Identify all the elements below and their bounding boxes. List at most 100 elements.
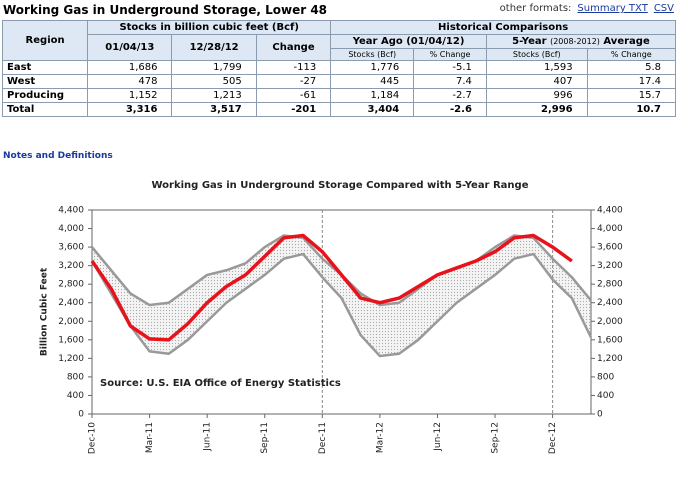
value-cell: 1,152 [87,88,173,103]
storage-table: Region Stocks in billion cubic feet (Bcf… [1,20,677,117]
value-cell: -5.1 [413,60,487,75]
value-cell: 17.4 [586,74,677,89]
sub-header: % Change [586,48,677,61]
table-row: East 1,686 1,799 -113 1,776 -5.1 1,593 5.8 [1,60,677,75]
notes-link[interactable]: Notes and Definitions [3,151,113,161]
y-tick-label: 4,000 [58,224,84,234]
y-axis-label: Billion Cubic Feet [40,267,50,356]
col-header: 12/28/12 [171,34,257,61]
y-tick-label: 800 [67,372,84,382]
y-tick-label: 2,000 [58,317,84,327]
value-cell: 1,799 [171,60,257,75]
x-tick-label: Jun-11 [203,422,213,452]
sub-header: Stocks (Bcf) [330,48,415,61]
y2-tick-label: 2,000 [597,317,623,327]
y-tick-label: 4,400 [58,206,84,216]
text: (2008-2012) [550,37,600,46]
value-cell: -2.6 [413,102,487,117]
x-tick-label: Dec-10 [88,422,98,454]
col-header: Change [255,34,332,61]
y2-tick-label: 0 [597,410,603,420]
region-cell: West [1,74,89,89]
y2-tick-label: 2,800 [597,280,623,290]
formats-label: other formats: [499,3,572,14]
table-row: Total 3,316 3,517 -201 3,404 -2.6 2,996 10.7 [1,102,677,117]
y2-tick-label: 800 [597,372,614,382]
value-cell: -201 [255,102,332,117]
x-tick-label: Sep-12 [491,422,501,454]
value-cell: 996 [485,88,588,103]
plot-frame [91,209,592,415]
value-cell: 1,213 [171,88,257,103]
x-tick-label: Mar-12 [375,422,385,453]
region-cell: Producing [1,88,89,103]
y-tick-label: 2,400 [58,298,84,308]
value-cell: -113 [255,60,332,75]
value-cell: -27 [255,74,332,89]
y2-tick-label: 4,400 [597,206,623,216]
text: 5-Year [512,36,547,47]
y2-tick-label: 400 [597,391,614,401]
value-cell: 10.7 [586,102,677,117]
source-note: Source: U.S. EIA Office of Energy Statis… [100,378,341,389]
value-cell: -2.7 [413,88,487,103]
value-cell: 478 [87,74,173,89]
value-cell: 407 [485,74,588,89]
other-formats: other formats: Summary TXT CSV [500,3,674,14]
region-cell: Total [1,102,89,117]
x-tick-label: Jun-12 [433,422,443,452]
value-cell: 3,404 [330,102,415,117]
table-row: West 478 505 -27 445 7.4 407 17.4 [1,74,677,89]
table-row: Producing 1,152 1,213 -61 1,184 -2.7 996 15.7 [1,88,677,103]
value-cell: 1,686 [87,60,173,75]
y-tick-label: 400 [67,391,84,401]
value-cell: 2,996 [485,102,588,117]
value-cell: 445 [330,74,415,89]
value-cell: 1,593 [485,60,588,75]
x-tick-label: Sep-11 [260,422,270,454]
sub-header: Stocks (Bcf) [485,48,588,61]
value-cell: -61 [255,88,332,103]
x-tick-label: Mar-11 [145,422,155,453]
y2-tick-label: 1,200 [597,354,623,364]
link[interactable]: Summary TXT [577,3,648,14]
col-header: 5-Year (2008-2012) Average [485,34,677,49]
series-line [90,252,593,358]
value-cell: 7.4 [413,74,487,89]
y2-tick-label: 3,600 [597,243,623,253]
page-title: Working Gas in Underground Storage, Lowe… [3,3,328,17]
link[interactable]: CSV [653,3,674,14]
region-header: Region [1,20,89,61]
value-cell: 1,184 [330,88,415,103]
col-header: Year Ago (01/04/12) [330,34,487,49]
table-body: East 1,686 1,799 -113 1,776 -5.1 1,593 5.8 West 4… [1,60,677,117]
chart: Working Gas in Underground Storage Compa… [40,180,624,454]
region-cell: East [1,60,89,75]
value-cell: 1,776 [330,60,415,75]
text: Average [603,36,650,47]
y-tick-label: 3,200 [58,261,84,271]
x-tick-label: Dec-12 [548,422,558,454]
group-header: Stocks in billion cubic feet (Bcf) [87,20,332,35]
y2-tick-label: 2,400 [597,298,623,308]
value-cell: 15.7 [586,88,677,103]
chart-title: Working Gas in Underground Storage Compa… [152,180,529,191]
value-cell: 505 [171,74,257,89]
y-tick-label: 1,200 [58,354,84,364]
value-cell: 3,316 [87,102,173,117]
x-tick-label: Dec-11 [318,422,328,454]
y2-tick-label: 4,000 [597,224,623,234]
y-tick-label: 2,800 [58,280,84,290]
y-tick-label: 1,600 [58,335,84,345]
y-tick-label: 0 [78,410,84,420]
y-tick-label: 3,600 [58,243,84,253]
series-line [90,233,573,342]
value-cell: 5.8 [586,60,677,75]
y2-tick-label: 3,200 [597,261,623,271]
sub-header: % Change [413,48,487,61]
y2-tick-label: 1,600 [597,335,623,345]
range-fill [92,235,591,357]
value-cell: 3,517 [171,102,257,117]
group-header: Historical Comparisons [330,20,676,35]
